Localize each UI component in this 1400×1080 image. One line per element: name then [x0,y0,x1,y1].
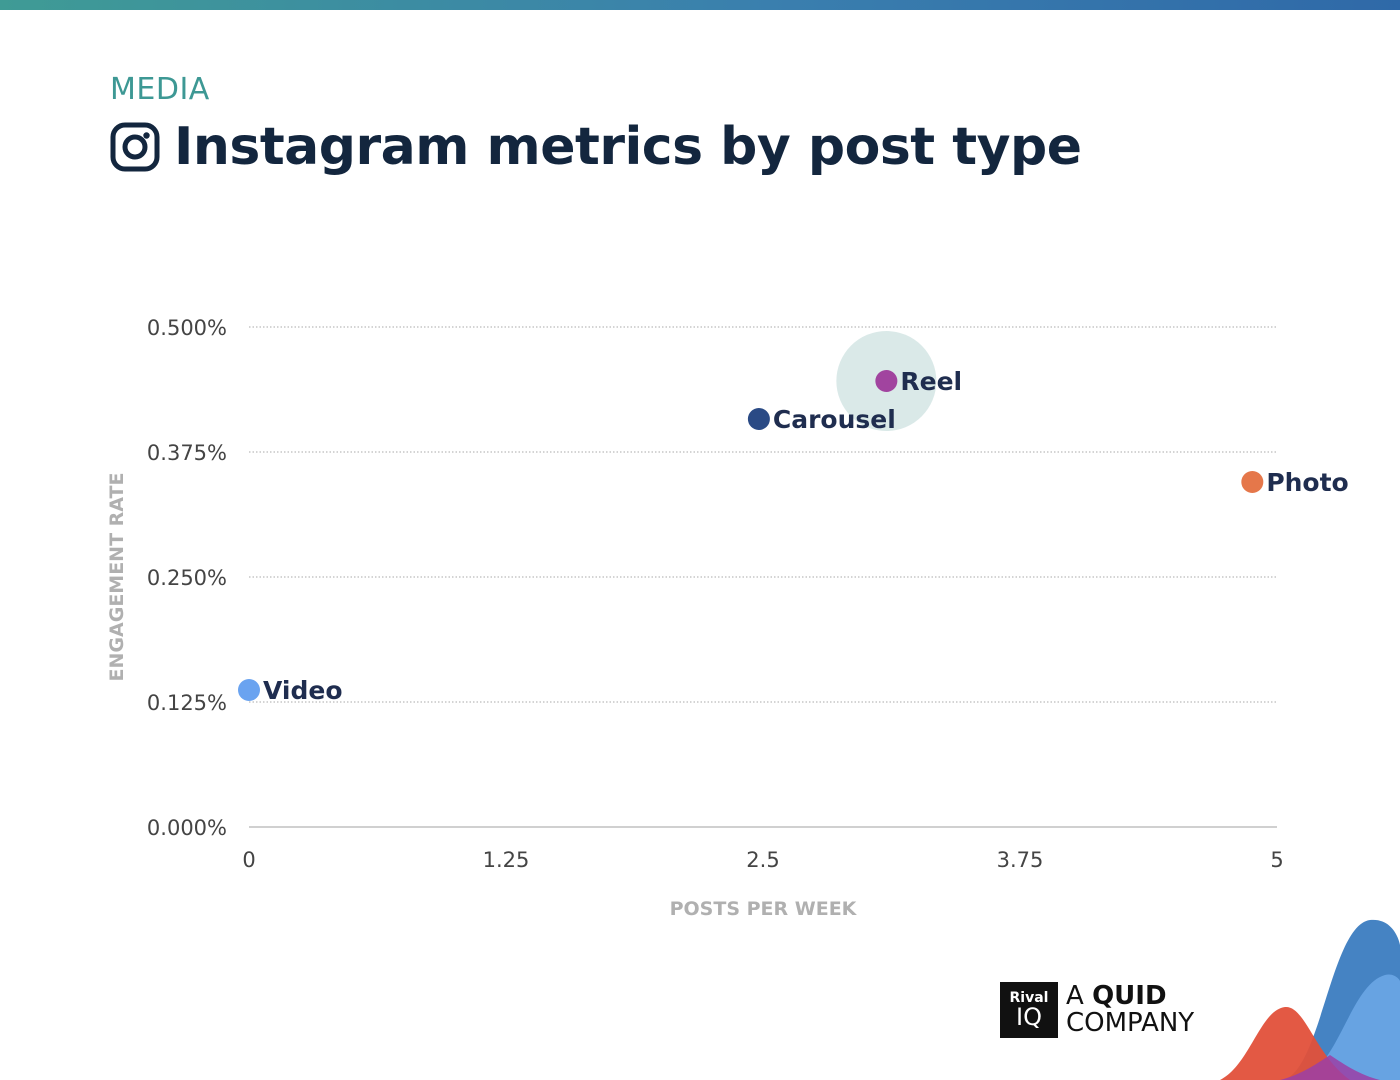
y-tick-label: 0.250% [147,566,227,590]
data-point-reel [875,370,898,392]
brand-a: A [1066,980,1093,1011]
brand-quid: QUID [1092,980,1167,1011]
data-label-carousel: Carousel [773,405,896,434]
category-label: MEDIA [110,72,210,107]
title-row: Instagram metrics by post type [110,112,1082,182]
y-tick-label: 0.125% [147,691,227,715]
y-tick-label: 0.000% [147,816,227,840]
data-point-carousel [747,408,770,430]
brand-logo: Rival IQ A QUID COMPANY [1000,982,1194,1038]
y-axis-title: ENGAGEMENT RATE [106,473,128,682]
logo-rival-text: Rival [1009,990,1049,1006]
logo-iq-text: IQ [1016,1003,1042,1031]
x-tick-label: 3.75 [997,848,1044,872]
data-label-video: Video [263,676,343,705]
data-label-reel: Reel [900,367,962,396]
quid-company-text: A QUID COMPANY [1066,980,1195,1038]
y-tick-label: 0.500% [147,316,227,340]
decorative-waves [1220,919,1400,1080]
rival-iq-logo: Rival IQ [1000,982,1058,1038]
x-tick-label: 1.25 [483,848,530,872]
y-tick-label: 0.375% [147,441,227,465]
brand-company: COMPANY [1066,1008,1195,1038]
data-label-photo: Photo [1266,468,1348,497]
chart-title: Instagram metrics by post type [174,117,1082,177]
x-tick-label: 2.5 [746,848,779,872]
data-point-photo [1241,471,1264,493]
x-tick-label: 5 [1270,848,1283,872]
x-tick-label: 0 [242,848,255,872]
instagram-icon [110,122,160,172]
data-point-video [238,679,260,701]
top-accent-bar [0,0,1400,10]
x-axis-title: POSTS PER WEEK [670,898,858,920]
